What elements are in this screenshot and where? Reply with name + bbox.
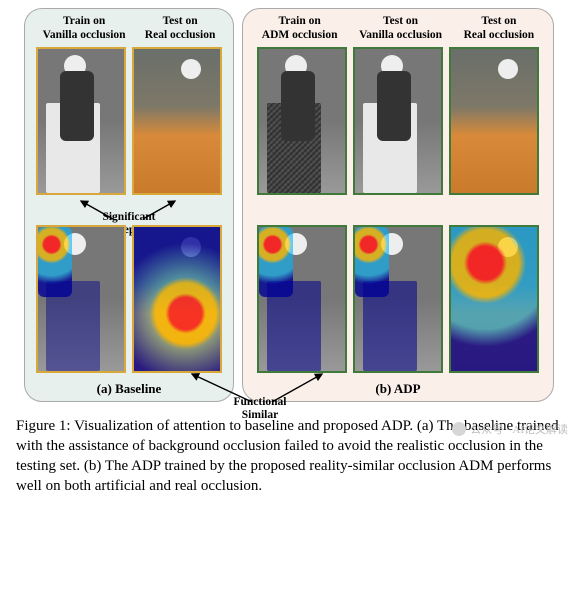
panel-a-col1-label: Train onVanilla occlusion <box>43 15 126 43</box>
panel-a-row2 <box>33 225 225 373</box>
watermark: 公众号 · AI论文解读 <box>452 421 568 437</box>
wechat-icon <box>452 422 466 436</box>
panel-b-row2 <box>251 225 545 373</box>
panel-a-row1 <box>33 47 225 195</box>
panel-adp: Train onADM occlusion Test onVanilla occ… <box>242 8 554 402</box>
panel-a-headers: Train onVanilla occlusion Test onReal oc… <box>33 15 225 43</box>
thumb-a-test-real <box>132 47 222 195</box>
panel-b-row1 <box>251 47 545 195</box>
functional-similar-label: FunctionalSimilar <box>220 396 300 424</box>
thumb-b-train-adm <box>257 47 347 195</box>
panel-b-col3-label: Test onReal occlusion <box>464 15 535 43</box>
thumb-a-heat-train <box>36 225 126 373</box>
thumb-a-heat-test <box>132 225 222 373</box>
thumb-b-heat-vanilla <box>353 225 443 373</box>
thumb-b-heat-real <box>449 225 539 373</box>
panel-a-col2-label: Test onReal occlusion <box>145 15 216 43</box>
thumb-a-train-vanilla <box>36 47 126 195</box>
thumb-b-test-real <box>449 47 539 195</box>
panel-a-annotation-top: Significantdiscrepancy <box>33 199 225 225</box>
panel-baseline: Train onVanilla occlusion Test onReal oc… <box>24 8 234 402</box>
thumb-b-heat-adm <box>257 225 347 373</box>
thumb-b-test-vanilla <box>353 47 443 195</box>
watermark-text: 公众号 · AI论文解读 <box>470 421 568 437</box>
panel-b-col1-label: Train onADM occlusion <box>262 15 338 43</box>
panel-b-col2-label: Test onVanilla occlusion <box>359 15 442 43</box>
panel-b-headers: Train onADM occlusion Test onVanilla occ… <box>251 15 545 43</box>
panels-row: Train onVanilla occlusion Test onReal oc… <box>12 8 566 402</box>
figure-caption-prefix: Figure 1: <box>16 418 74 434</box>
